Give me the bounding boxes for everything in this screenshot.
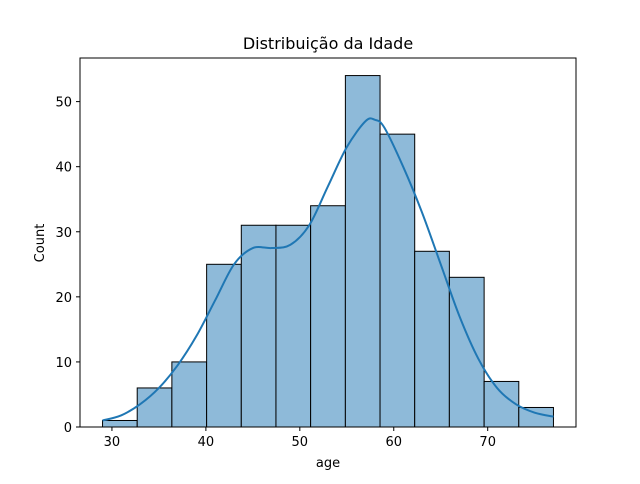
histogram-bar xyxy=(275,224,312,428)
y-tick-label: 50 xyxy=(55,96,72,111)
y-tick-label: 20 xyxy=(55,291,72,306)
histogram-bar xyxy=(171,361,208,428)
x-tick-label: 40 xyxy=(198,435,215,450)
histogram-bar xyxy=(483,380,520,428)
y-tick-label: 30 xyxy=(55,226,72,241)
histogram-bar xyxy=(448,276,485,428)
bars-group xyxy=(102,75,554,428)
x-axis-ticks: 30 40 50 60 70 xyxy=(104,427,496,450)
x-axis-label: age xyxy=(316,456,340,471)
x-tick-label: 70 xyxy=(479,435,496,450)
histogram-bar xyxy=(206,263,242,428)
histogram-bar xyxy=(240,224,277,428)
kde-curve xyxy=(102,117,554,422)
y-axis-label: Count xyxy=(33,224,48,263)
histogram-bar xyxy=(344,75,381,428)
chart-title: Distribuição da Idade xyxy=(243,34,413,53)
y-tick-label: 10 xyxy=(55,356,72,371)
histogram-bar xyxy=(379,133,416,428)
histogram-bar xyxy=(102,419,138,428)
plot-frame xyxy=(79,57,577,428)
y-axis-ticks: 0 10 20 30 40 50 xyxy=(55,96,80,436)
histogram-bar xyxy=(518,406,554,428)
x-tick-label: 30 xyxy=(104,435,121,450)
histogram-bar xyxy=(136,387,173,428)
histogram-bar xyxy=(414,250,450,428)
histogram-bar xyxy=(310,205,346,428)
x-tick-label: 50 xyxy=(292,435,309,450)
y-tick-label: 40 xyxy=(55,161,72,176)
x-tick-label: 60 xyxy=(385,435,402,450)
y-tick-label: 0 xyxy=(64,421,72,436)
